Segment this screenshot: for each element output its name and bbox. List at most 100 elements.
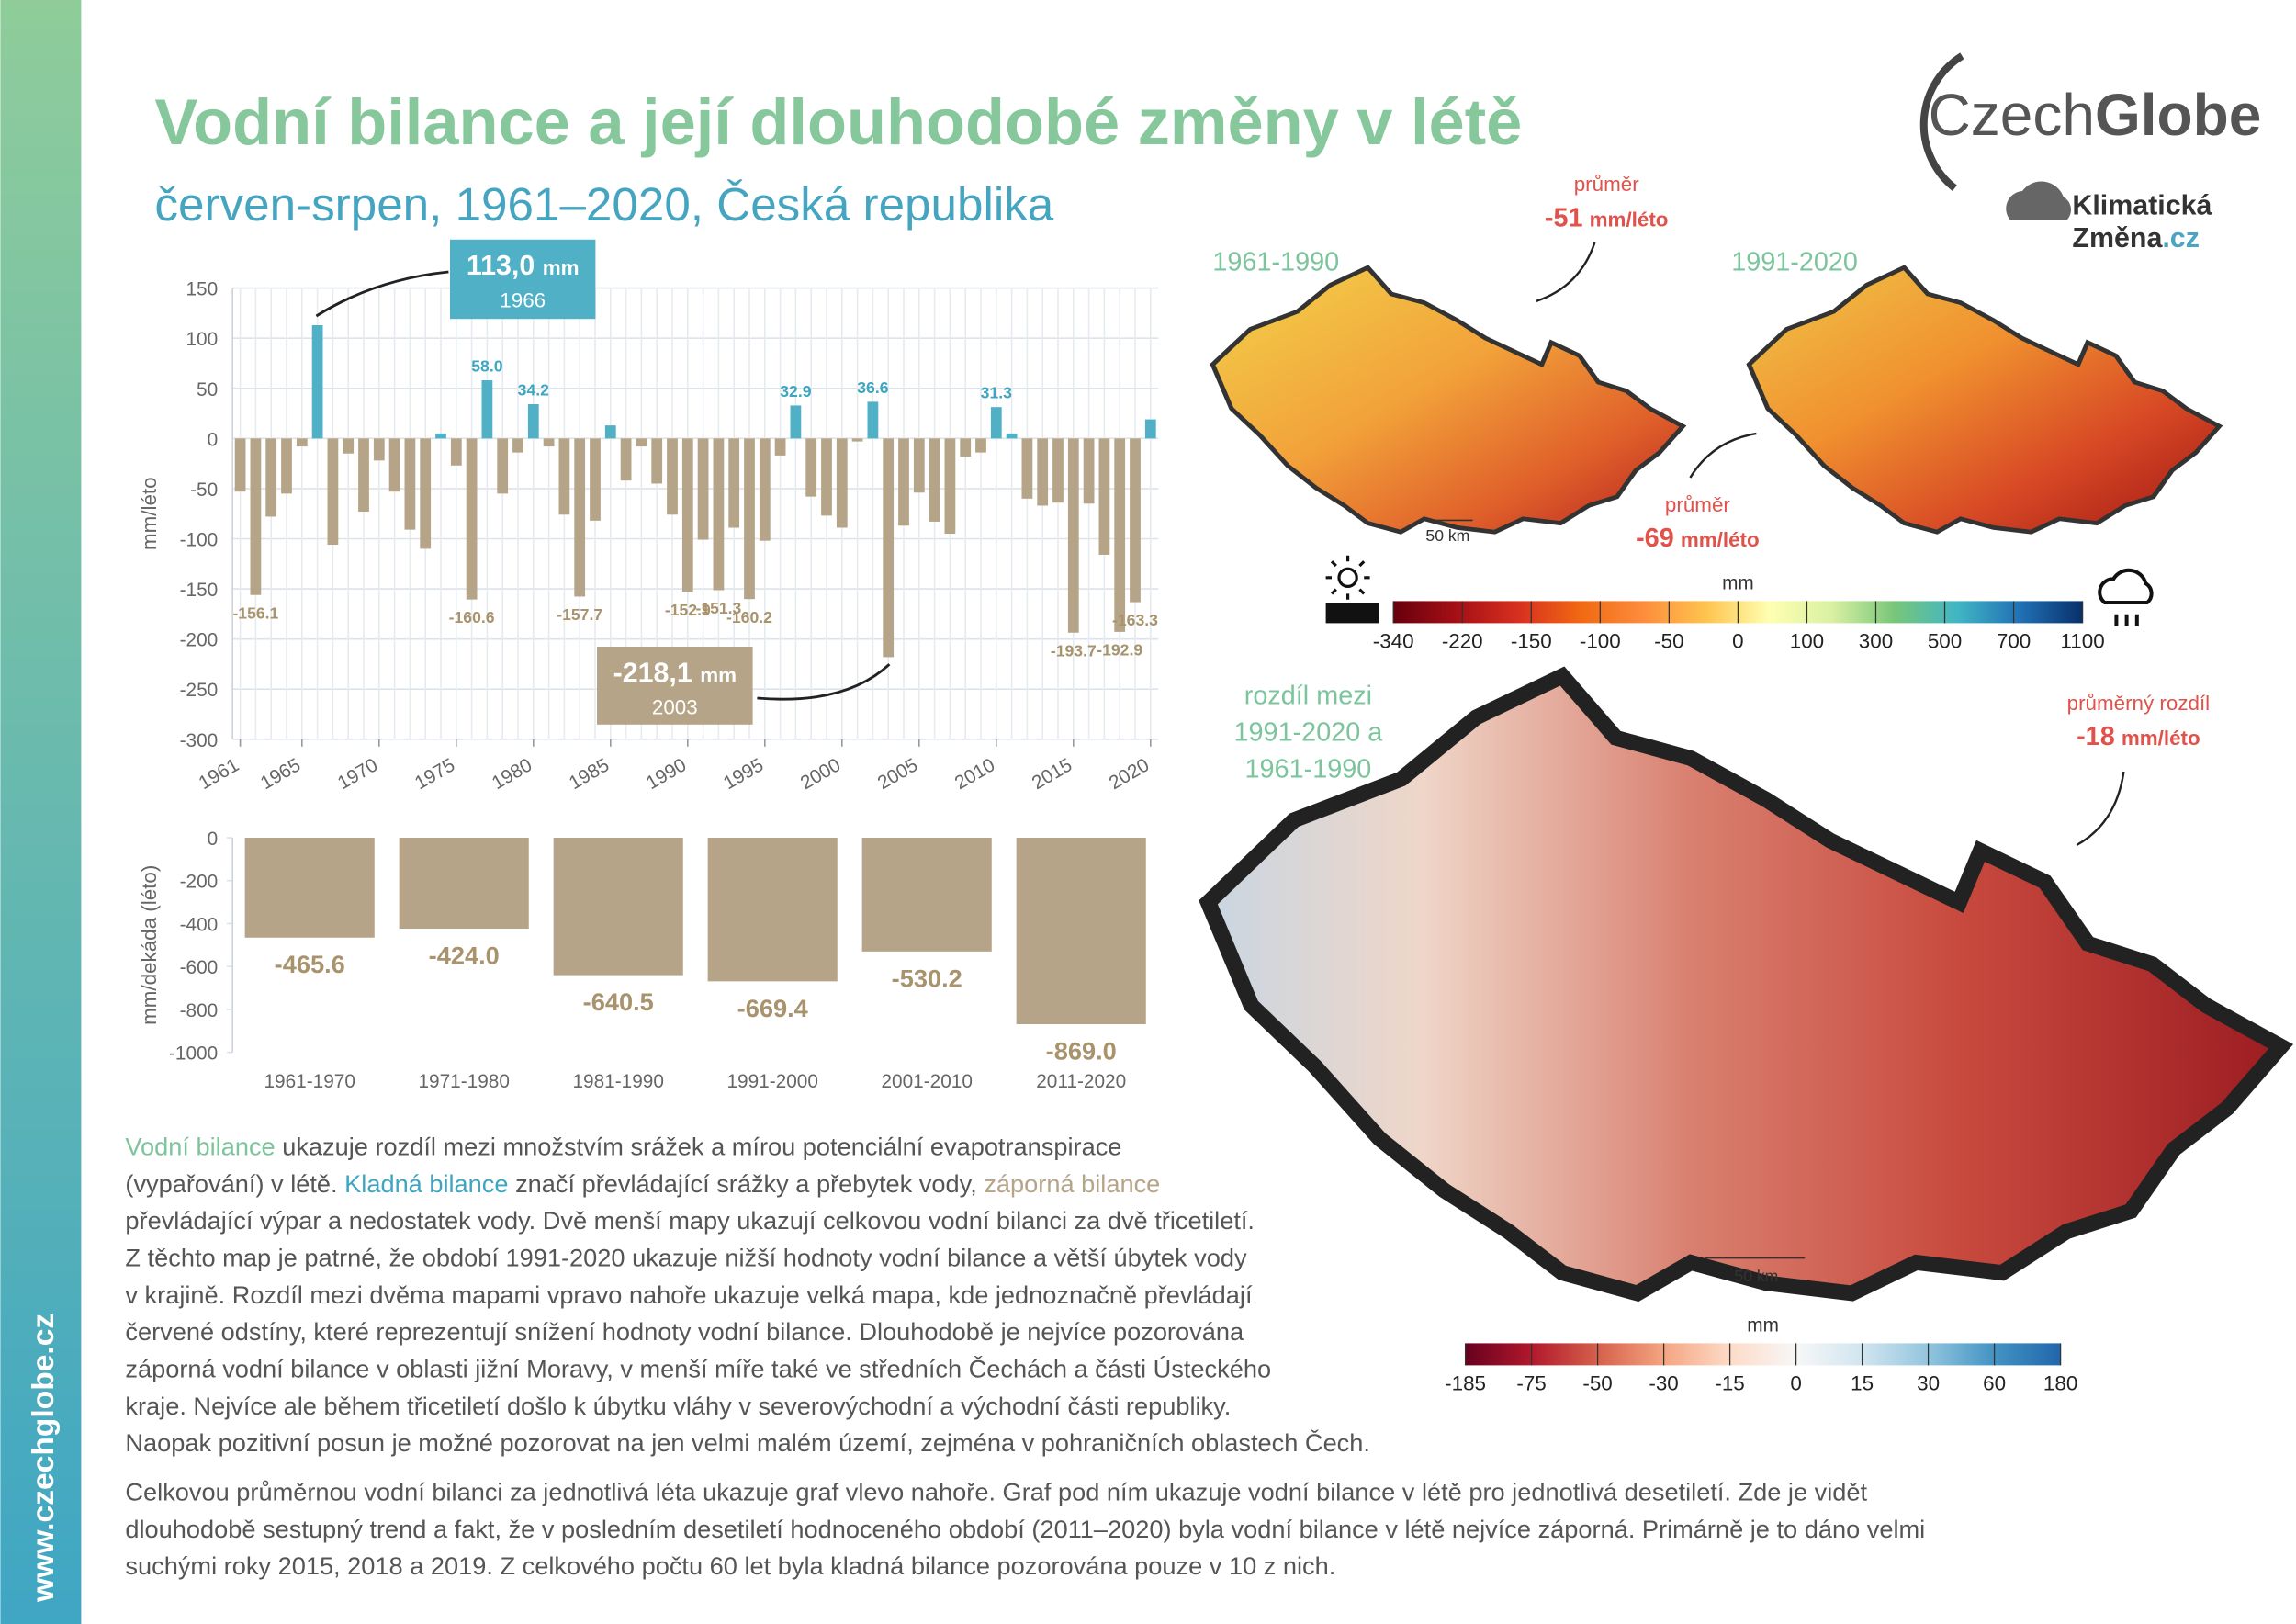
colorbar-tick-label: 180	[2043, 1372, 2077, 1395]
data-label: -192.9	[1097, 640, 1142, 659]
title: Vodní bilance a její dlouhodobé změny v …	[154, 85, 1522, 158]
colorbar-tick-label: 0	[1732, 630, 1743, 653]
data-label: 31.3	[981, 384, 1012, 402]
text-run: v krajině. Rozdíl mezi dvěma mapami vpra…	[125, 1280, 1253, 1309]
bar	[399, 838, 529, 930]
logo-czechglobe: CzechGlobe	[1929, 82, 2262, 148]
bar	[1114, 438, 1126, 632]
map-label: rozdíl mezi	[1244, 681, 1372, 710]
bar	[574, 438, 586, 597]
bar	[553, 838, 683, 976]
logo-part: Czech	[1929, 82, 2095, 148]
bar	[250, 438, 262, 595]
bar	[851, 438, 863, 442]
bar	[759, 438, 771, 541]
colorbar-tick-label: -75	[1516, 1372, 1546, 1395]
paragraph-line: dlouhodobě sestupný trend a fakt, že v p…	[125, 1515, 1925, 1543]
callout-year: 2003	[652, 696, 698, 719]
text-run: suchými roky 2015, 2018 a 2019. Z celkov…	[125, 1551, 1335, 1580]
bar	[836, 438, 848, 528]
x-tick-label: 2011-2020	[1036, 1071, 1126, 1092]
logo-part: Změna	[2072, 222, 2163, 254]
bar	[543, 438, 555, 447]
y-tick-label: 50	[197, 379, 218, 400]
text-run: ukazuje rozdíl mezi množstvím srážek a m…	[276, 1133, 1122, 1161]
bar	[960, 438, 972, 457]
y-tick-label: -150	[180, 580, 219, 601]
bar	[697, 438, 709, 540]
bar	[913, 438, 925, 493]
bar	[481, 380, 493, 439]
y-tick-label: 150	[186, 279, 218, 300]
x-tick-label: 1961-1970	[264, 1071, 355, 1092]
x-tick-label: 1991-2000	[726, 1071, 817, 1092]
bar	[358, 438, 369, 513]
bar	[821, 438, 832, 516]
paragraph-line: červené odstíny, které reprezentují sníž…	[125, 1317, 1244, 1346]
bar	[1083, 438, 1095, 504]
colorbar-tick-label: -150	[1511, 630, 1552, 653]
colorbar-tick-label: 15	[1851, 1372, 1874, 1395]
y-tick-label: -100	[180, 529, 219, 550]
bar	[311, 324, 323, 439]
y-tick-label: -200	[180, 630, 219, 651]
y-tick-label: 0	[208, 429, 219, 450]
data-label: -163.3	[1112, 611, 1158, 629]
logo-cloud	[2006, 181, 2072, 220]
bar	[450, 438, 462, 466]
bar	[296, 438, 308, 447]
logo-zmena: Změna.cz	[2072, 222, 2200, 254]
paragraph-line: Z těchto map je patrné, že období 1991-2…	[125, 1244, 1247, 1272]
colorbar-tick-label: 1100	[2061, 630, 2105, 653]
x-tick-label: 1980	[489, 754, 536, 794]
data-label: -151.3	[695, 599, 741, 617]
colorbar-tick-label: 700	[1997, 630, 2031, 653]
bar	[327, 438, 339, 546]
x-tick-label: 1970	[334, 754, 382, 794]
bar	[604, 425, 616, 439]
y-tick-label: -600	[180, 957, 219, 978]
map-small-1	[1212, 267, 1683, 532]
callout-value: -218,1 mm	[613, 657, 737, 688]
y-tick-label: 100	[186, 329, 218, 350]
colorbar-unit: mm	[1722, 573, 1754, 594]
bar	[435, 433, 446, 439]
bar	[898, 438, 909, 526]
logo-part: Globe	[2095, 82, 2261, 148]
bar	[744, 438, 755, 600]
colorbar-tick-label: -50	[1654, 630, 1683, 653]
subtitle: červen-srpen, 1961–2020, Česká republika	[154, 178, 1053, 231]
map-mean: -51 mm/léto	[1545, 203, 1669, 232]
map-label: 50 km	[1734, 1267, 1778, 1285]
logo-klimaticka: Klimatická	[2072, 190, 2212, 221]
x-tick-label: 1985	[566, 754, 613, 794]
x-tick-label: 2000	[797, 754, 845, 794]
colorbar-tick-label: 100	[1790, 630, 1824, 653]
data-label: -465.6	[275, 950, 345, 978]
text-run: dlouhodobě sestupný trend a fakt, že v p…	[125, 1515, 1925, 1543]
data-label: 58.0	[471, 356, 502, 375]
colorbar-tick-label: 60	[1983, 1372, 2006, 1395]
bar	[929, 438, 940, 522]
y-tick-label: 0	[208, 829, 219, 850]
y-axis-label: mm/léto	[138, 477, 161, 550]
paragraph-line: Celkovou průměrnou vodní bilanci za jedn…	[125, 1478, 1867, 1506]
colorbar-tick-label: 300	[1859, 630, 1893, 653]
bar	[620, 438, 632, 481]
bar	[990, 407, 1002, 439]
y-tick-label: -800	[180, 1000, 219, 1021]
data-label: -869.0	[1046, 1036, 1117, 1065]
map-label: 1991-2020 a	[1234, 717, 1384, 747]
colorbar-tick-label: 500	[1928, 630, 1962, 653]
bar	[774, 438, 786, 456]
mean-unit: mm/léto	[2122, 727, 2200, 750]
bar	[1144, 419, 1156, 439]
rain-icon	[2098, 568, 2154, 626]
bar	[590, 438, 601, 521]
bar	[728, 438, 740, 528]
bar	[234, 438, 246, 492]
bar	[1037, 438, 1049, 506]
colorbar-tick-label: 0	[1790, 1372, 1801, 1395]
paragraph-line: převládající výpar a nedostatek vody. Dv…	[125, 1206, 1255, 1235]
